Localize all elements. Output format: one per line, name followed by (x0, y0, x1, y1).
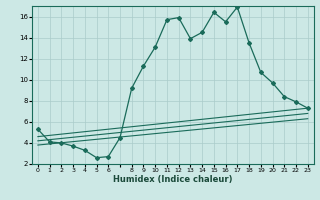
X-axis label: Humidex (Indice chaleur): Humidex (Indice chaleur) (113, 175, 233, 184)
